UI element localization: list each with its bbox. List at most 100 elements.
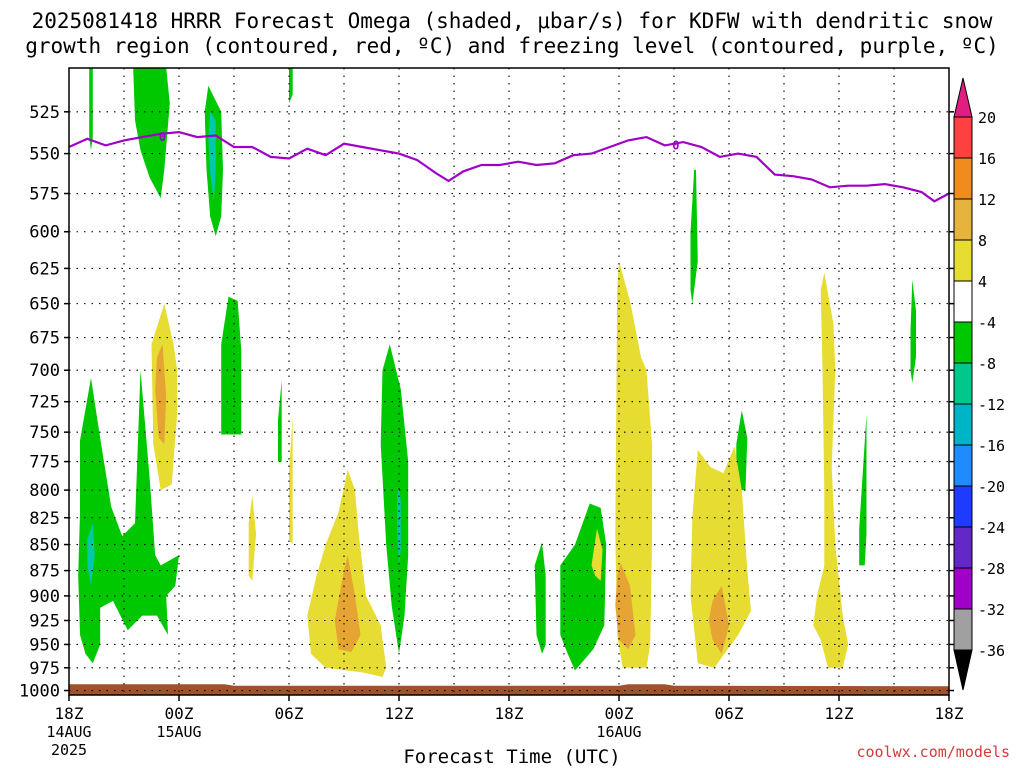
y-tick-label-750: 750	[29, 423, 60, 443]
colorbar-label-0: 20	[978, 109, 996, 127]
y-tick-label-700: 700	[29, 361, 60, 381]
omega-region-3	[289, 68, 293, 104]
colorbar: 20 16 12 8 4 -4 -8 -12 -16 -20 -24 -28 -32 -36	[953, 77, 1005, 691]
colorbar-label-3: 8	[978, 232, 987, 250]
colorbar-swatch-8	[953, 444, 973, 487]
omega-region-13	[910, 279, 916, 383]
x-axis-title: Forecast Time (UTC)	[403, 746, 621, 768]
omega-region-1	[133, 68, 170, 199]
y-axis-labels: 525 550 575 600 625 650 675 700 725 750 775 800 825 8…	[19, 103, 954, 702]
omega-region-8	[534, 542, 546, 654]
omega-region-18	[248, 495, 256, 581]
colorbar-label-10: -24	[978, 519, 1005, 537]
omega-region-21	[591, 528, 603, 581]
freezing-level-line	[68, 130, 950, 203]
ground-surface	[69, 684, 949, 695]
y-tick-label-900: 900	[29, 587, 60, 607]
x-tick-label-8: 18Z	[935, 704, 964, 723]
y-tick-label-875: 875	[29, 562, 60, 582]
x-tick-label-6: 06Z	[715, 704, 744, 723]
x-tick-label-7: 12Z	[825, 704, 854, 723]
omega-region-23	[690, 446, 751, 668]
colorbar-label-2: 12	[978, 191, 996, 209]
omega-region-27	[615, 563, 636, 650]
freezing-level-label-0: 0	[159, 130, 166, 144]
colorbar-bottom-arrow	[953, 649, 973, 691]
omega-region-6	[278, 380, 282, 462]
colorbar-swatch-5	[953, 321, 973, 364]
colorbar-swatch-1	[953, 157, 973, 200]
y-tick-label-850: 850	[29, 536, 60, 556]
colorbar-swatch-10	[953, 526, 973, 569]
chart-title-line2: growth region (contoured, red, ºC) and f…	[25, 34, 999, 58]
omega-region-9	[560, 503, 607, 671]
colorbar-label-8: -16	[978, 437, 1005, 455]
y-tick-label-950: 950	[29, 635, 60, 655]
colorbar-label-6: -8	[978, 355, 996, 373]
omega-region-7	[380, 344, 409, 654]
colorbar-swatch-3	[953, 239, 973, 282]
colorbar-swatch-9	[953, 485, 973, 528]
omega-region-26	[334, 555, 361, 652]
colorbar-swatch-12	[953, 608, 973, 651]
omega-region-22	[615, 261, 652, 668]
colorbar-label-13: -36	[978, 642, 1005, 660]
source-credit: coolwx.com/models	[856, 743, 1010, 761]
omega-region-28	[708, 585, 729, 654]
colorbar-swatch-6	[953, 362, 973, 405]
omega-region-5	[221, 296, 242, 435]
colorbar-label-11: -28	[978, 560, 1005, 578]
colorbar-swatch-4	[953, 280, 973, 323]
omega-shading	[78, 68, 916, 677]
colorbar-label-12: -32	[978, 601, 1005, 619]
omega-region-10	[690, 169, 698, 304]
freezing-level-label-1: 0	[672, 138, 679, 152]
x-tick-label-1: 00Z	[165, 704, 194, 723]
colorbar-label-7: -12	[978, 396, 1005, 414]
x-tick-date-5: 16AUG	[596, 723, 641, 741]
y-tick-label-650: 650	[29, 295, 60, 315]
omega-region-4	[78, 370, 179, 664]
x-tick-year-0: 2025	[51, 741, 87, 759]
y-tick-label-800: 800	[29, 481, 60, 501]
colorbar-label-4: 4	[978, 273, 987, 291]
colorbar-swatch-2	[953, 198, 973, 241]
y-tick-label-775: 775	[29, 453, 60, 473]
omega-region-14	[208, 111, 216, 202]
colorbar-label-5: -4	[978, 314, 996, 332]
omega-region-0	[89, 68, 93, 151]
y-tick-label-575: 575	[29, 185, 60, 205]
x-tick-date-0: 14AUG	[46, 723, 91, 741]
y-tick-label-600: 600	[29, 223, 60, 243]
y-tick-label-925: 925	[29, 612, 60, 632]
omega-region-11	[736, 410, 748, 491]
x-tick-label-4: 18Z	[495, 704, 524, 723]
y-tick-label-550: 550	[29, 145, 60, 165]
omega-region-25	[155, 344, 167, 444]
x-tick-label-2: 06Z	[275, 704, 304, 723]
x-tick-label-5: 00Z	[605, 704, 634, 723]
y-tick-label-525: 525	[29, 103, 60, 123]
colorbar-swatch-0	[953, 116, 973, 159]
colorbar-top-arrow	[953, 77, 973, 118]
freezing-level-contour: 00	[68, 130, 950, 203]
colorbar-swatch-11	[953, 567, 973, 610]
x-tick-label-0: 18Z	[55, 704, 84, 723]
colorbar-swatch-7	[953, 403, 973, 446]
y-tick-label-675: 675	[29, 329, 60, 349]
ground-fill	[69, 684, 949, 695]
colorbar-label-9: -20	[978, 478, 1005, 496]
colorbar-label-1: 16	[978, 150, 996, 168]
x-tick-date-1: 15AUG	[156, 723, 201, 741]
y-tick-label-975: 975	[29, 659, 60, 679]
omega-region-12	[859, 414, 867, 566]
y-tick-label-725: 725	[29, 393, 60, 413]
x-tick-label-3: 12Z	[385, 704, 414, 723]
y-tick-label-825: 825	[29, 509, 60, 529]
omega-region-24	[813, 272, 849, 668]
chart-title-line1: 2025081418 HRRR Forecast Omega (shaded, …	[31, 9, 993, 33]
omega-region-19	[289, 416, 293, 545]
y-tick-label-625: 625	[29, 259, 60, 279]
